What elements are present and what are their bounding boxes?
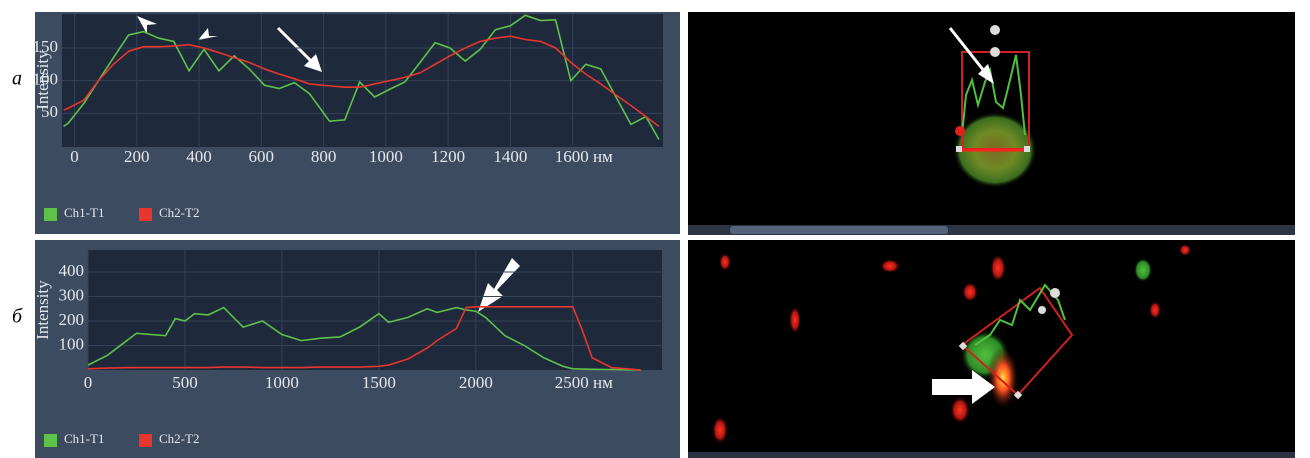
x-tick-label: 1000 <box>265 373 299 392</box>
x-tick-label: 1500 <box>362 373 396 392</box>
plot-area <box>88 250 662 370</box>
legend-swatch <box>139 208 152 221</box>
x-tick-label: 2500 нм <box>555 373 613 392</box>
x-tick-label: 1600 нм <box>555 147 613 166</box>
legend-swatch <box>44 434 57 447</box>
handle <box>990 47 1000 57</box>
panel-label: а <box>12 68 22 90</box>
x-tick-label: 400 <box>186 147 212 166</box>
spot <box>950 396 970 424</box>
cell <box>987 346 1019 410</box>
x-tick-label: 2000 <box>459 373 493 392</box>
x-tick-label: 800 <box>311 147 337 166</box>
x-tick-label: 200 <box>124 147 150 166</box>
y-axis-label: Intensity <box>33 280 52 340</box>
spot <box>712 416 728 444</box>
scrollbar <box>688 452 1295 458</box>
x-tick-label: 1000 <box>369 147 403 166</box>
y-tick-label: 100 <box>59 334 85 353</box>
y-axis-label: Intensity <box>33 50 52 110</box>
x-tick-label: 600 <box>249 147 275 166</box>
x-tick-label: 1400 <box>493 147 527 166</box>
legend-label: Ch2-T2 <box>159 431 199 446</box>
legend-label: Ch1-T1 <box>64 205 104 220</box>
x-tick-label: 500 <box>172 373 198 392</box>
figure: 5010015002004006008001000120014001600 нм… <box>0 0 1310 458</box>
x-tick-label: 0 <box>84 373 93 392</box>
panel-label: б <box>12 306 23 328</box>
spot <box>1179 244 1191 256</box>
y-tick-label: 400 <box>59 261 85 280</box>
legend-swatch <box>44 208 57 221</box>
spot <box>719 253 731 271</box>
spot <box>880 259 900 273</box>
spot <box>990 254 1006 282</box>
spot <box>1149 301 1161 319</box>
y-tick-label: 300 <box>59 285 85 304</box>
y-tick-label: 200 <box>59 310 85 329</box>
spot <box>1134 258 1152 282</box>
x-tick-label: 0 <box>70 147 79 166</box>
spot <box>962 282 978 302</box>
handle <box>990 25 1000 35</box>
scroll-thumb <box>730 226 948 234</box>
legend-label: Ch2-T2 <box>159 205 199 220</box>
x-tick-label: 1200 <box>431 147 465 166</box>
legend-label: Ch1-T1 <box>64 431 104 446</box>
legend-swatch <box>139 434 152 447</box>
spot <box>789 306 801 334</box>
handle <box>1038 306 1046 314</box>
handle <box>956 146 962 152</box>
handle <box>1050 288 1060 298</box>
handle <box>1024 146 1030 152</box>
handle <box>955 126 965 136</box>
